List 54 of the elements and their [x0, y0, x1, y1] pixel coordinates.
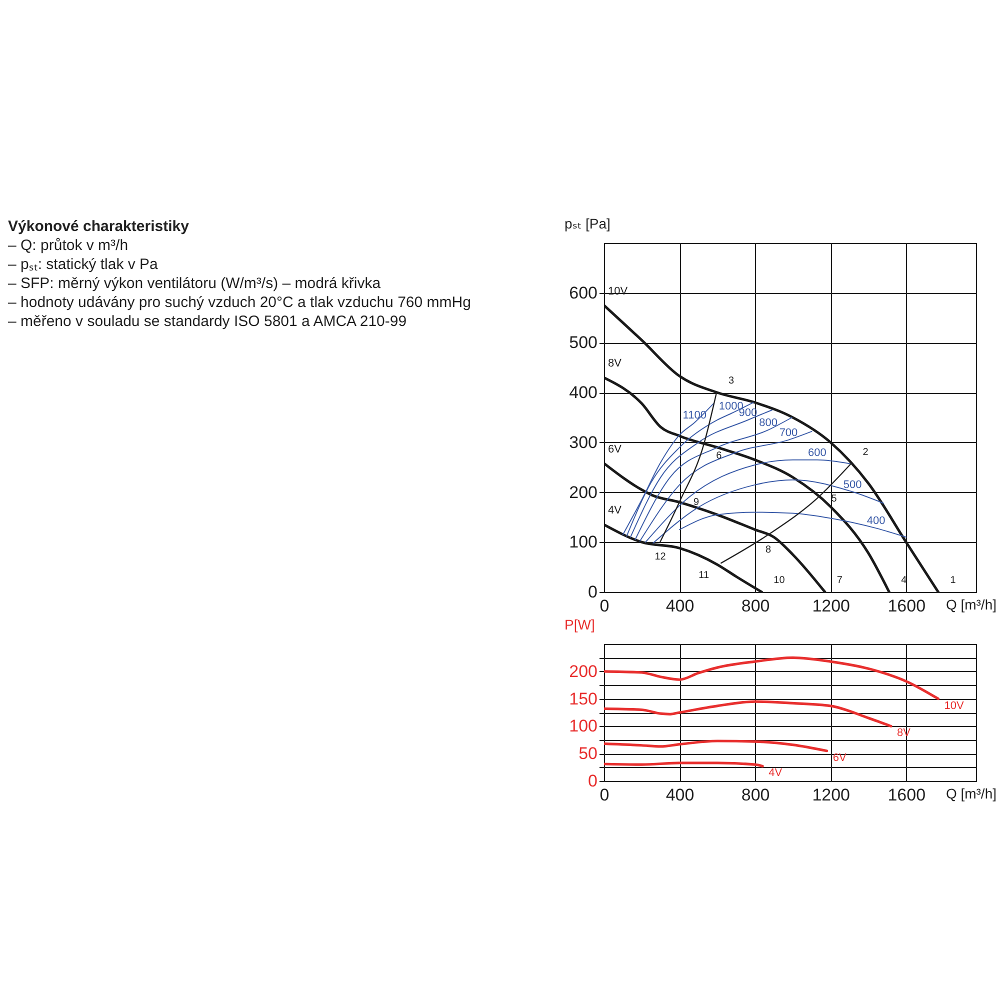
x-tick-label: 1200 [812, 786, 850, 804]
x-tick-label: 0 [600, 786, 610, 804]
series-label: 600 [808, 446, 826, 459]
x-tick-label: 400 [666, 786, 694, 804]
y-tick-label: 600 [569, 283, 598, 302]
y-tick-label: 200 [569, 482, 598, 502]
y-tick-label: 300 [569, 432, 598, 452]
y-axis-title: pₛₜ [Pa] [564, 216, 610, 232]
y-tick-label: 500 [569, 333, 598, 352]
annotation: 4 [901, 575, 908, 586]
y-tick-label: 0 [588, 772, 598, 790]
x-tick-label: 1600 [888, 596, 926, 616]
annotation: 2 [862, 446, 869, 458]
y-tick-label: 200 [569, 662, 598, 681]
annotation: 10 [774, 575, 786, 586]
series-label: 400 [866, 515, 886, 528]
x-axis-title: Q [m³/h] [946, 786, 996, 802]
text: – Q: průtok v m³/h [8, 236, 130, 255]
text: – SFP: měrný výkon ventilátoru (W/m³/s) – modrá křivka [8, 274, 382, 293]
annotation: 1 [950, 575, 956, 586]
series-label: 6V [832, 752, 847, 764]
y-tick-label: 100 [569, 716, 598, 736]
series-label: 4V [768, 767, 783, 780]
text: – pₛₜ: statický tlak v Pa [8, 255, 159, 274]
text: Výkonové charakteristiky [8, 217, 190, 236]
x-tick-label: 800 [741, 786, 770, 804]
y-axis-title: P[W] [564, 616, 595, 632]
x-tick-label: 1200 [812, 596, 850, 616]
annotation: 9 [694, 496, 700, 508]
annotation: 8 [766, 544, 772, 556]
series-label: 8V [608, 358, 622, 370]
annotation: 11 [698, 570, 710, 582]
series-label: 500 [843, 478, 862, 491]
y-tick-label: 50 [578, 744, 598, 764]
annotation: 5 [831, 493, 838, 504]
series-label: 4V [608, 504, 622, 517]
annotation: 3 [728, 376, 735, 387]
y-tick-label: 400 [569, 383, 598, 402]
series-label: 800 [759, 416, 778, 429]
annotation: 12 [654, 552, 666, 563]
x-tick-label: 0 [600, 596, 610, 616]
y-tick-label: 0 [588, 582, 598, 602]
annotation: 7 [836, 575, 843, 586]
y-tick-label: 100 [569, 532, 598, 552]
series-label: 700 [779, 426, 798, 439]
series-label: 10V [944, 700, 964, 712]
x-axis-title: Q [m³/h] [946, 596, 996, 612]
x-tick-label: 400 [666, 596, 694, 616]
series-label: 6V [608, 443, 622, 456]
y-tick-label: 150 [569, 689, 598, 708]
x-tick-label: 800 [741, 596, 770, 616]
text: – měřeno v souladu se standardy ISO 5801 a AMCA 210-99 [8, 312, 408, 331]
text: – hodnoty udávány pro suchý vzduch 20°C a tlak vzduchu 760 mmHg [8, 293, 471, 312]
x-tick-label: 1600 [888, 786, 926, 804]
